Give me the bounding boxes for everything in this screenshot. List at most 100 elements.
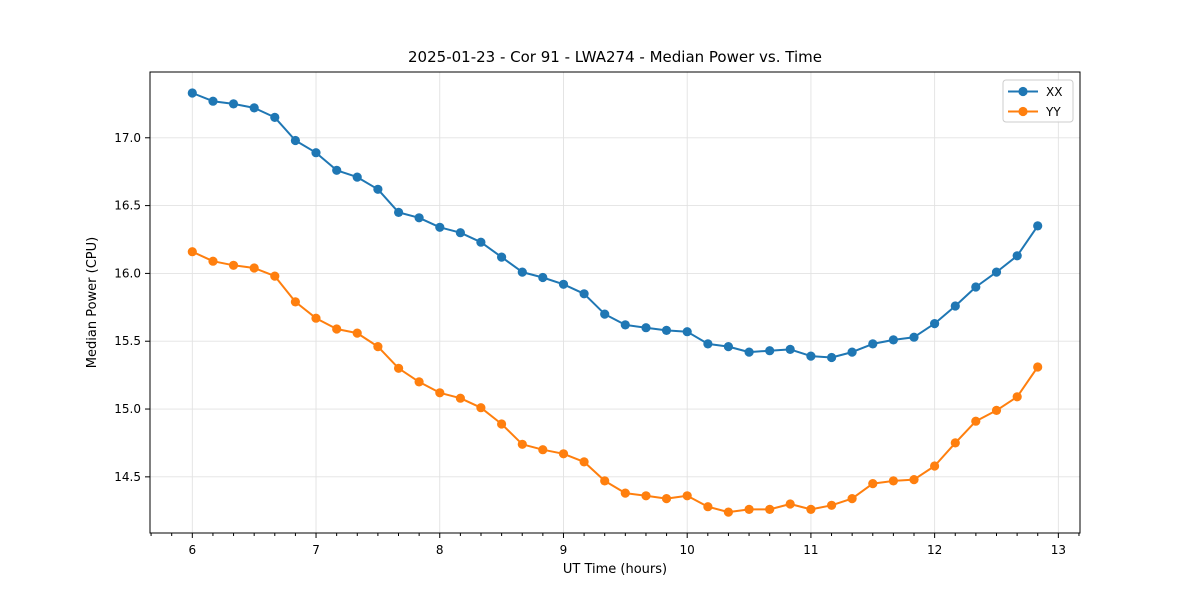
series-marker-xx [517,267,527,277]
legend-label-xx: XX [1046,85,1062,99]
series-marker-yy [455,393,465,403]
series-marker-xx [187,88,197,98]
series-marker-yy [1012,392,1022,402]
series-marker-yy [332,324,342,334]
series-marker-yy [373,342,383,352]
series-marker-xx [682,327,692,337]
series-marker-xx [991,267,1002,277]
series-line-yy [191,250,1039,514]
axes-layer: 6 7 8 9 10 11 12 13 14.5 15.0 15.5 16.0 16.5 17.0 [114,71,1081,557]
series-marker-xx [909,332,919,342]
series-marker-yy [827,500,837,510]
series-marker-xx [579,289,589,299]
legend-sample-marker [1018,86,1028,97]
series-marker-yy [414,377,424,387]
series-marker-xx [723,342,734,352]
series-marker-yy [971,416,981,426]
series-marker-xx [703,339,713,349]
series-marker-yy [579,457,589,467]
legend-sample-marker [1018,106,1028,117]
y-tick-label: 16.5 [114,199,141,213]
series-marker-xx [538,272,548,283]
legend-label-yy: YY [1045,105,1061,119]
series-marker-xx [455,228,465,238]
series-marker-yy [311,313,321,323]
series-marker-yy [228,260,239,270]
x-tick-label: 10 [680,543,695,557]
series-marker-xx [332,165,342,175]
y-tick-label: 17.0 [114,131,141,145]
series-marker-yy [806,504,816,514]
y-tick-label: 15.0 [114,402,141,416]
series-marker-xx [270,112,280,122]
series-marker-xx [352,172,362,182]
series-marker-yy [620,488,630,498]
y-tick-label: 16.0 [114,266,141,280]
series-marker-xx [414,213,424,223]
series-marker-yy [641,491,651,501]
series-marker-yy [868,479,878,489]
series-marker-yy [888,476,899,486]
series-marker-yy [270,271,280,281]
series-marker-yy [187,247,197,257]
series-marker-xx [827,352,837,363]
series-marker-yy [847,494,857,504]
series-marker-xx [765,346,775,356]
series-marker-xx [930,319,940,329]
legend-box [1002,79,1074,123]
series-marker-xx [806,351,816,361]
x-tick-label: 7 [312,543,320,557]
series-marker-yy [538,445,548,455]
y-tick-label: 15.5 [114,334,141,348]
series-marker-xx [868,339,878,349]
series-marker-yy [1033,362,1043,372]
series-marker-yy [352,328,362,338]
series-marker-yy [517,439,527,449]
y-tick-label: 14.5 [114,470,141,484]
series-marker-xx [497,252,507,262]
series-marker-xx [661,325,672,335]
series-marker-xx [1012,251,1022,261]
x-tick-label: 12 [927,543,942,557]
series-marker-xx [249,103,259,113]
series-marker-yy [290,297,300,307]
plot-border [149,71,1081,534]
chart-title: 2025-01-23 - Cor 91 - LWA274 - Median Po… [408,48,822,66]
y-axis-label: Median Power (CPU) [85,237,100,368]
series-marker-xx [888,335,899,345]
series-marker-yy [682,491,692,501]
series-marker-yy [703,502,713,512]
series-marker-xx [950,301,960,311]
x-tick-label: 8 [436,543,444,557]
series-marker-yy [600,476,610,486]
series-marker-yy [476,403,486,413]
series-marker-xx [435,222,445,232]
series-marker-yy [208,256,218,266]
series-marker-xx [558,279,569,289]
grid-layer [150,72,1080,533]
series-marker-xx [971,282,981,292]
series-marker-yy [785,499,795,509]
series-marker-yy [558,449,569,459]
series-marker-yy [930,461,940,471]
series-marker-xx [620,320,630,330]
series-marker-yy [991,405,1002,415]
legend-layer: XX YY [1002,79,1074,123]
series-marker-yy [744,504,754,514]
x-tick-label: 11 [803,543,818,557]
series-marker-yy [661,494,672,504]
series-marker-xx [600,309,610,319]
series-marker-xx [208,96,218,106]
series-marker-xx [394,207,404,217]
series-marker-xx [290,135,300,146]
series-marker-yy [909,475,919,485]
series-marker-xx [311,148,321,158]
series-marker-xx [785,344,795,354]
series-layer [187,88,1043,517]
series-marker-yy [723,507,734,517]
series-marker-yy [249,263,259,273]
x-tick-label: 6 [188,543,196,557]
series-marker-xx [476,237,486,247]
